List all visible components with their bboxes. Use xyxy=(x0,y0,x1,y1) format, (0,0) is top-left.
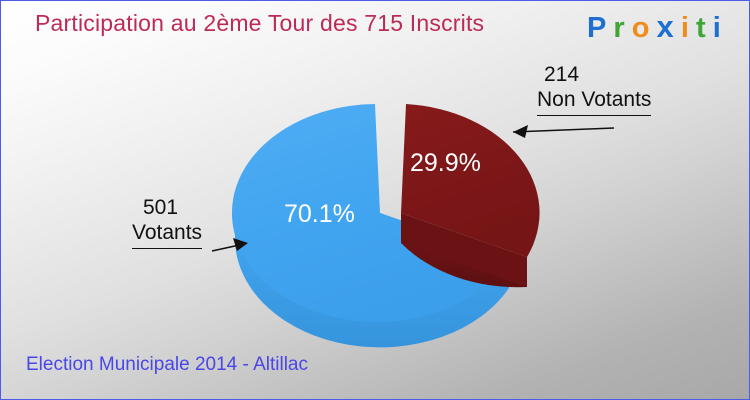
proxiti-logo[interactable]: P r o x i t i xyxy=(587,9,721,44)
callout-non-votants-value: 214 xyxy=(544,63,580,86)
pie-slice-non-votants[interactable] xyxy=(401,104,540,288)
logo-letter-o: o xyxy=(631,12,650,44)
callout-votants-label: Votants xyxy=(132,221,203,249)
logo-letter-i2: i xyxy=(712,12,721,44)
logo-letter-x: x xyxy=(656,9,674,44)
logo-letter-p: P xyxy=(587,12,606,44)
callout-votants-value: 501 xyxy=(143,196,179,219)
logo-letter-t: t xyxy=(695,12,706,44)
slice-label-votants-percent: 70.1% xyxy=(284,200,355,228)
callout-non-votants: 214 Non Votants xyxy=(537,63,652,116)
logo-letter-i1: i xyxy=(680,12,689,44)
callout-non-votants-label: Non Votants xyxy=(537,88,652,116)
page-title: Participation au 2ème Tour des 715 Inscr… xyxy=(35,10,485,36)
logo-letter-r: r xyxy=(613,12,625,44)
chart-caption: Election Municipale 2014 - Altillac xyxy=(26,354,308,375)
slice-label-non-votants-percent: 29.9% xyxy=(410,149,481,177)
callout-votants: 501 Votants xyxy=(132,196,203,249)
callout-leader-non-votants xyxy=(512,125,615,138)
callout-leader-votants xyxy=(211,238,248,252)
